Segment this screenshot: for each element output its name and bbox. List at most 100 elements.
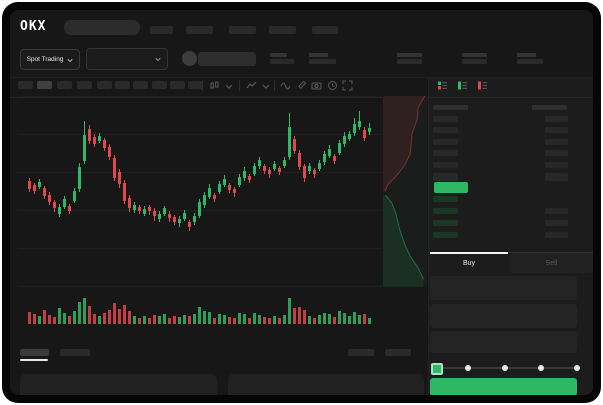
volume-bar — [98, 316, 101, 324]
market-type-label: Spot Trading — [26, 56, 64, 63]
candle — [108, 147, 111, 157]
ask-price-bar — [433, 116, 458, 122]
slider-stop-dot[interactable] — [465, 365, 471, 371]
ask-amount-bar — [545, 139, 568, 145]
ask-row[interactable] — [430, 162, 581, 170]
candle — [323, 154, 326, 162]
candle — [88, 129, 91, 141]
nav-item[interactable] — [229, 26, 256, 34]
total-field[interactable] — [430, 331, 577, 353]
market-type-dropdown[interactable]: Spot Trading — [20, 49, 80, 70]
nav-item[interactable] — [186, 26, 213, 34]
nav-item[interactable] — [150, 26, 173, 34]
timeframe-button[interactable] — [57, 81, 72, 89]
timeframe-button[interactable] — [133, 81, 148, 89]
candle — [58, 206, 61, 214]
candle — [308, 165, 311, 171]
ask-row[interactable] — [430, 139, 581, 147]
alert-clock-icon[interactable] — [327, 80, 338, 91]
timeframe-button[interactable] — [18, 81, 33, 89]
timeframe-button[interactable] — [152, 81, 167, 89]
stat-value — [309, 59, 336, 64]
action-button[interactable] — [198, 52, 256, 66]
slider-handle[interactable] — [431, 363, 443, 375]
amount-percent-slider[interactable] — [431, 362, 580, 375]
nav-item[interactable] — [269, 26, 296, 34]
slider-stop-dot[interactable] — [574, 365, 580, 371]
camera-icon[interactable] — [311, 80, 322, 91]
slider-stop-dot[interactable] — [538, 365, 544, 371]
ask-row[interactable] — [430, 127, 581, 135]
stat-label — [517, 53, 536, 57]
draw-tool-icon[interactable] — [296, 80, 307, 91]
candle — [288, 127, 291, 157]
volume-bar — [38, 316, 41, 324]
tab-sell[interactable]: Sell — [510, 253, 593, 273]
depth-chart — [383, 96, 427, 287]
bid-amount-bar — [545, 220, 568, 226]
timeframe-button[interactable] — [115, 81, 130, 89]
bid-row[interactable] — [430, 220, 581, 228]
tab-buy[interactable]: Buy — [428, 252, 510, 273]
chart-bottom-action[interactable] — [385, 349, 411, 356]
timeframe-button[interactable] — [77, 81, 92, 89]
candle — [318, 163, 321, 169]
chart-bottom-action[interactable] — [348, 349, 374, 356]
chevron-down-icon[interactable] — [262, 82, 270, 90]
candlestick-series — [18, 96, 382, 296]
candle — [233, 189, 236, 193]
ask-row[interactable] — [430, 150, 581, 158]
nav-item[interactable] — [312, 26, 338, 34]
amount-field[interactable] — [430, 304, 577, 328]
avatar[interactable] — [182, 51, 197, 66]
volume-bar — [188, 316, 191, 324]
timeframe-button[interactable] — [37, 81, 52, 89]
timeframe-button[interactable] — [188, 81, 203, 89]
candle — [188, 221, 191, 227]
candle — [338, 143, 341, 153]
volume-bar — [218, 314, 221, 324]
orderbook-mode-both-icon[interactable] — [437, 80, 448, 91]
pair-selector-dropdown[interactable] — [86, 48, 168, 70]
volume-bar — [238, 313, 241, 324]
candle — [248, 176, 251, 180]
candle — [73, 191, 76, 201]
candle — [223, 179, 226, 185]
timeframe-button[interactable] — [170, 81, 185, 89]
candle — [198, 202, 201, 216]
search-input[interactable] — [64, 20, 140, 35]
chart-bottom-tab[interactable] — [20, 349, 49, 356]
chevron-down-icon[interactable] — [225, 82, 233, 90]
candle-wick — [359, 111, 360, 130]
wave-tool-icon[interactable] — [280, 80, 291, 91]
divider — [239, 80, 240, 91]
indicators-icon[interactable] — [246, 80, 257, 91]
bottom-right-panel — [228, 374, 424, 395]
bid-row[interactable] — [430, 208, 581, 216]
slider-stop-dot[interactable] — [502, 365, 508, 371]
timeframe-button[interactable] — [97, 81, 112, 89]
bid-price-bar — [433, 220, 458, 226]
volume-bar — [268, 318, 271, 324]
ask-row[interactable] — [430, 175, 581, 183]
ask-price-bar — [433, 150, 458, 156]
app-content: OKX Spot Trading — [10, 10, 593, 395]
ask-row[interactable] — [430, 116, 581, 124]
volume-bar — [288, 298, 291, 324]
bid-row[interactable] — [430, 196, 581, 204]
fullscreen-icon[interactable] — [342, 80, 353, 91]
candle-style-icon[interactable] — [209, 80, 220, 91]
last-price-block[interactable] — [434, 182, 468, 193]
chart-bottom-tab[interactable] — [60, 349, 90, 356]
volume-bar — [108, 310, 111, 324]
orderbook-mode-bids-icon[interactable] — [457, 80, 468, 91]
volume-bar — [148, 318, 151, 324]
candle — [133, 204, 136, 210]
candle — [98, 135, 101, 141]
volume-bar — [68, 316, 71, 324]
volume-bar — [228, 317, 231, 324]
price-field[interactable] — [430, 276, 577, 300]
bid-row[interactable] — [430, 232, 581, 240]
buy-submit-button[interactable] — [430, 378, 577, 395]
orderbook-mode-asks-icon[interactable] — [477, 80, 488, 91]
